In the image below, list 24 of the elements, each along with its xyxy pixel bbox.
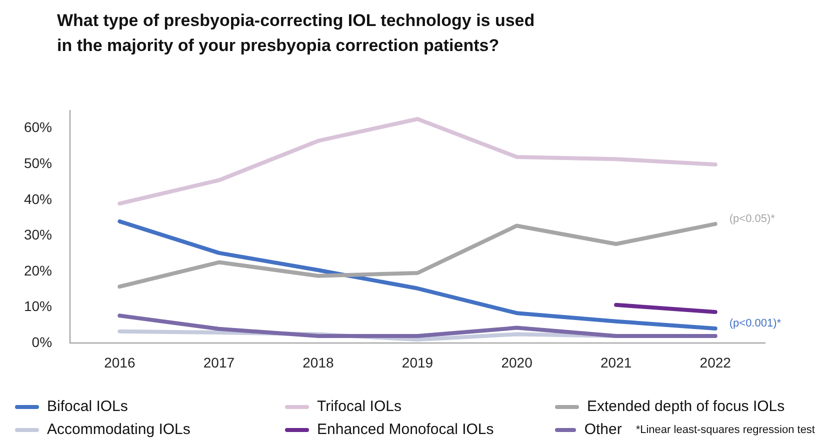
x-tick-label: 2019 xyxy=(402,354,434,370)
legend-label: Other xyxy=(584,421,622,438)
legend-label: Bifocal IOLs xyxy=(47,398,128,415)
x-tick-label: 2021 xyxy=(600,354,632,370)
x-tick-label: 2018 xyxy=(302,354,334,370)
y-tick-label: 50% xyxy=(24,154,52,171)
y-tick-label: 30% xyxy=(24,226,52,243)
y-tick-label: 10% xyxy=(24,298,52,314)
y-tick-label: 0% xyxy=(32,334,52,350)
y-tick-label: 40% xyxy=(24,190,52,207)
legend-label: Trifocal IOLs xyxy=(317,398,402,415)
annotation: (p<0.001)* xyxy=(729,318,782,330)
x-tick-label: 2020 xyxy=(501,354,533,370)
x-tick-label: 2016 xyxy=(104,354,136,370)
x-tick-label: 2022 xyxy=(700,354,732,370)
chart-title: What type of presbyopia-correcting IOL technology is used in the majority of your presbyopia correction patients? xyxy=(57,10,535,57)
y-tick-label: 20% xyxy=(24,262,52,278)
annotation: (p<0.05)* xyxy=(729,212,776,225)
legend-label: Enhanced Monofocal IOLs xyxy=(317,421,494,438)
y-tick-label: 60% xyxy=(24,119,52,136)
x-tick-label: 2017 xyxy=(203,354,235,370)
legend-label: Accommodating IOLs xyxy=(47,421,190,438)
legend-label: Extended depth of focus IOLs xyxy=(587,398,785,415)
text: *Linear least-squares regression test xyxy=(636,424,815,436)
